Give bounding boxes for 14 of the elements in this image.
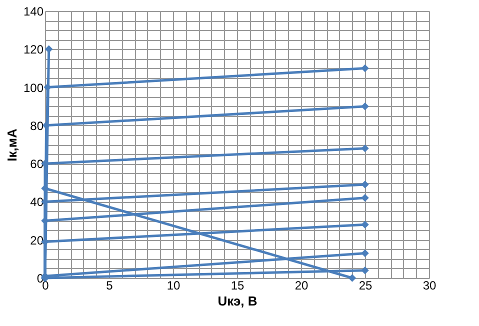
y-tick-label: 60 [30,157,44,172]
y-tick-label: 80 [30,118,44,133]
x-axis-title: Uкэ, В [218,294,258,308]
y-tick-label: 140 [23,4,44,18]
y-tick-label: 100 [23,80,44,95]
x-tick-label: 20 [294,278,308,292]
y-tick-label: 120 [23,42,44,57]
x-tick-label: 30 [422,278,436,292]
y-axis-title: Iк,мА [4,128,20,162]
x-tick-label: 15 [230,278,244,292]
x-tick-label: 25 [358,278,372,292]
y-tick-label: 20 [30,233,44,248]
x-tick-label: 10 [166,278,180,292]
x-tick-label: 5 [106,278,114,292]
